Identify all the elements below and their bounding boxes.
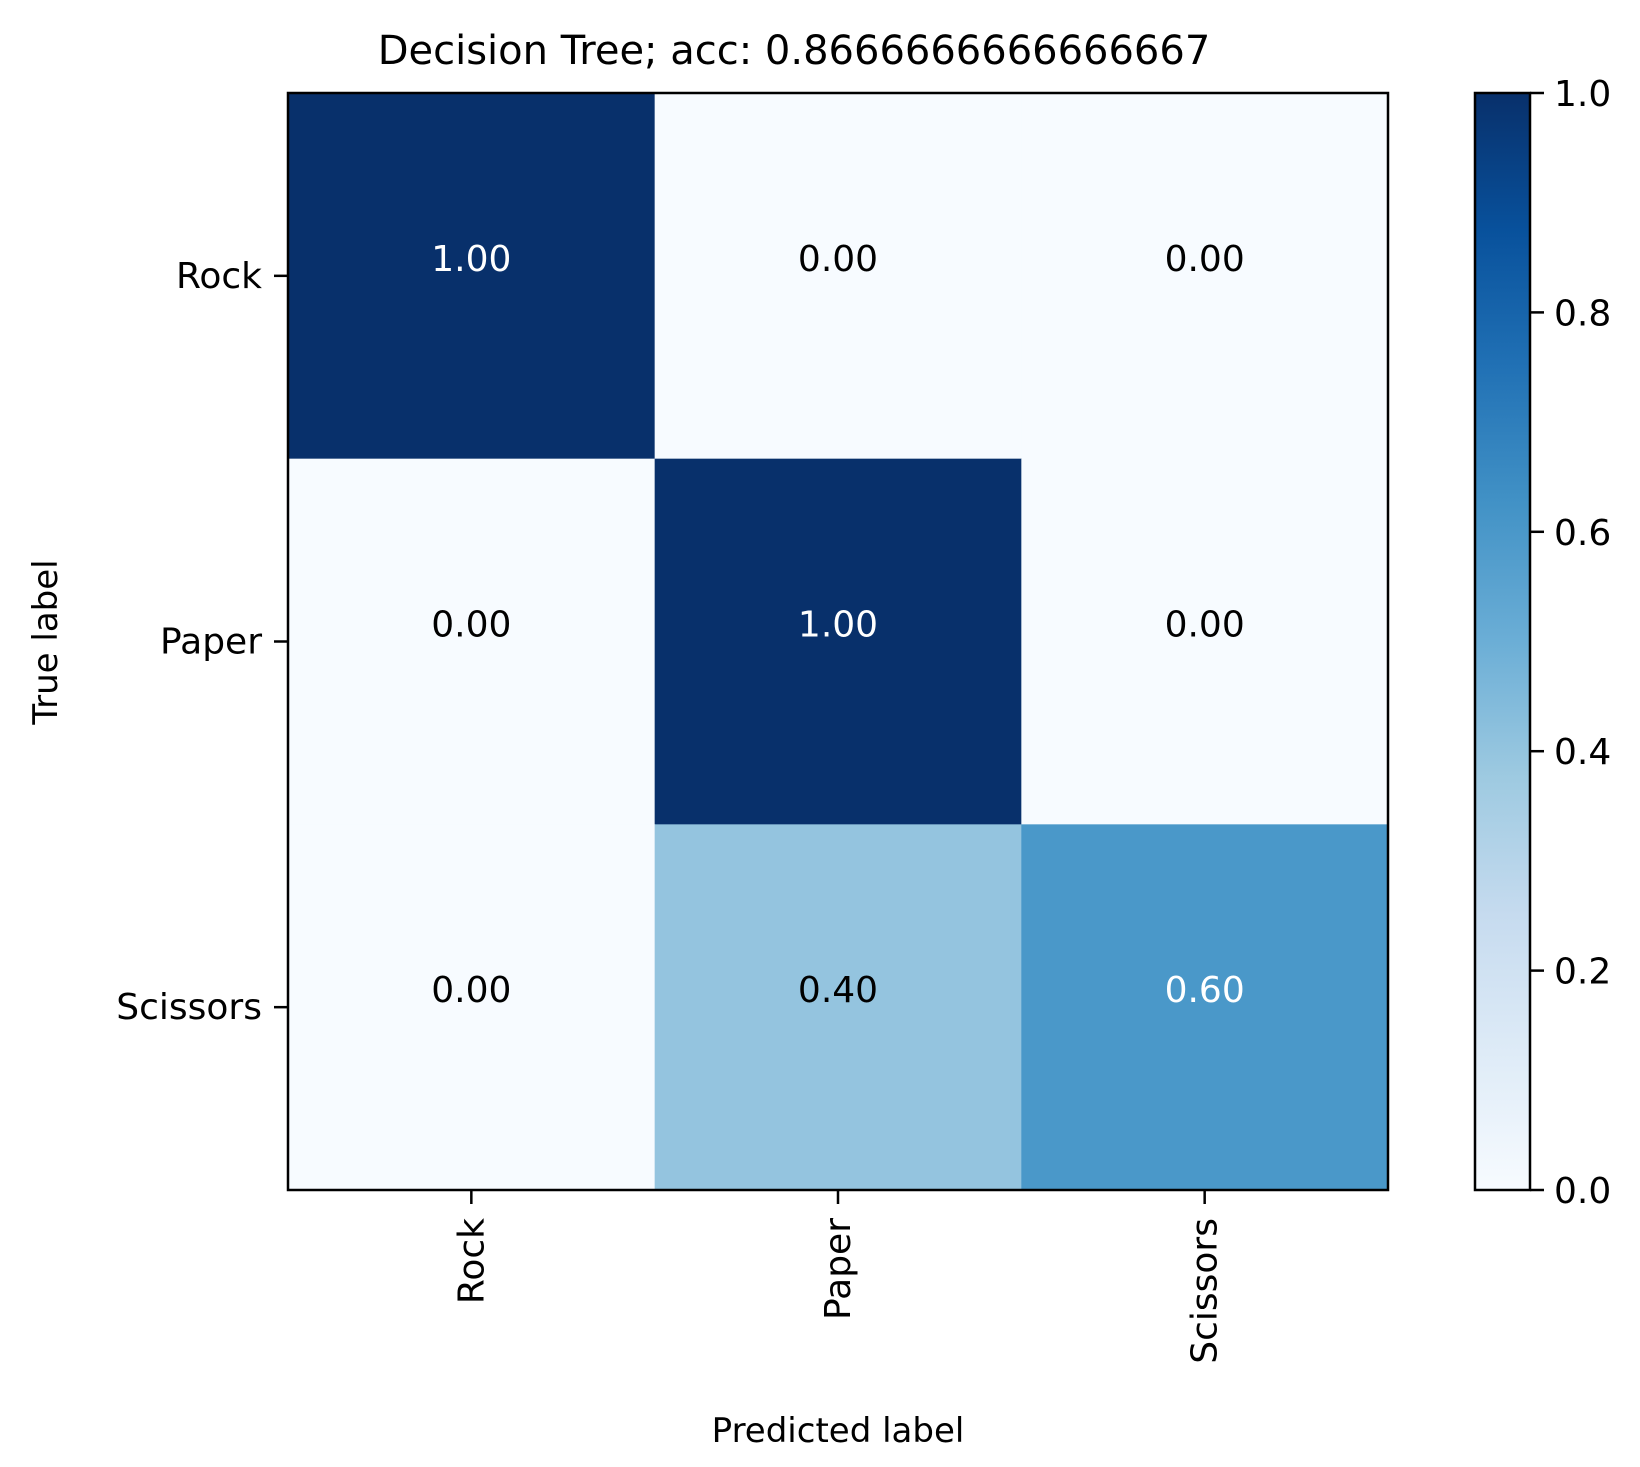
cell-value-label: 0.00: [798, 239, 878, 280]
y-axis-ticks: Rock Paper Scissors: [116, 256, 288, 1028]
x-axis-label: Predicted label: [712, 1411, 965, 1451]
colorbar-tick-label: 1.0: [1554, 74, 1611, 115]
cell-value-label: 0.00: [431, 605, 511, 646]
colorbar-tick-label: 0.8: [1554, 293, 1611, 334]
y-tick-label: Paper: [160, 622, 262, 663]
heatmap-cells: [288, 93, 1389, 1191]
colorbar-tick-label: 0.4: [1554, 732, 1611, 773]
heatmap-cell: [288, 93, 656, 460]
cell-value-label: 0.60: [1165, 970, 1245, 1011]
colorbar-tick-label: 0.0: [1554, 1171, 1611, 1212]
colorbar-tick-label: 0.6: [1554, 513, 1611, 554]
cell-value-label: 0.00: [431, 970, 511, 1011]
cell-value-label: 1.00: [798, 605, 878, 646]
colorbar: [1473, 91, 1532, 1192]
heatmap-cell-labels: 1.00 0.00 0.00 0.00 1.00 0.00 0.00 0.40 0.60: [431, 239, 1244, 1011]
cell-value-label: 0.00: [1165, 239, 1245, 280]
x-tick-label: Rock: [451, 1218, 492, 1304]
colorbar-tick-label: 0.2: [1554, 952, 1611, 993]
x-tick-label: Scissors: [1185, 1218, 1226, 1364]
heatmap-cell: [1021, 93, 1389, 460]
x-axis-ticks: Rock Paper Scissors: [451, 1190, 1226, 1364]
heatmap-cell: [654, 93, 1022, 460]
x-tick-label: Paper: [818, 1218, 859, 1320]
cell-value-label: 0.40: [798, 970, 878, 1011]
cell-value-label: 0.00: [1165, 605, 1245, 646]
colorbar-ticks: 0.0 0.2 0.4 0.6 0.8 1.0: [1530, 74, 1611, 1212]
heatmap-cell: [288, 824, 656, 1191]
heatmap-cell: [654, 824, 1022, 1191]
heatmap-cell: [1021, 824, 1389, 1191]
y-tick-label: Rock: [176, 256, 262, 297]
y-axis-label: True label: [26, 559, 66, 725]
cell-value-label: 1.00: [431, 239, 511, 280]
heatmap-cell: [654, 458, 1022, 825]
heatmap-cell: [1021, 458, 1389, 825]
chart-title: Decision Tree; acc: 0.8666666666666667: [378, 28, 1211, 74]
heatmap-cell: [288, 458, 656, 825]
y-tick-label: Scissors: [116, 987, 262, 1028]
